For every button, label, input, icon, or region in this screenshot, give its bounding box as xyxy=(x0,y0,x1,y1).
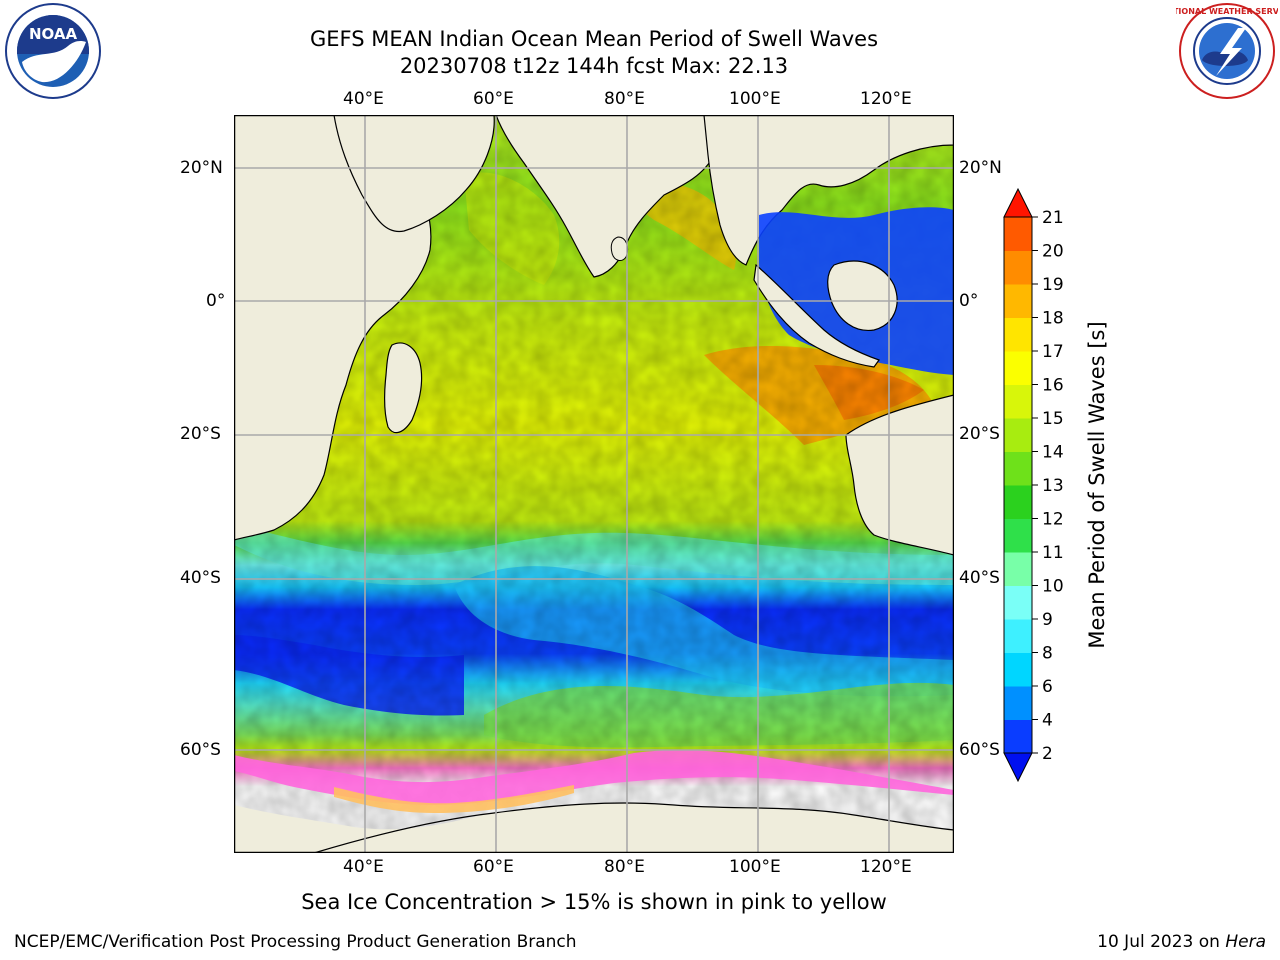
colorbar-tick-label: 8 xyxy=(1042,644,1053,664)
lon-label-top-120e: 120°E xyxy=(860,89,912,109)
se-asia-land xyxy=(703,115,954,266)
nws-logo-icon: NATIONAL WEATHER SERVICE xyxy=(1161,2,1280,100)
colorbar-segment xyxy=(1004,585,1032,620)
colorbar-segment xyxy=(1004,384,1032,419)
footer-date-text: 10 Jul 2023 on xyxy=(1097,932,1226,952)
colorbar-segment xyxy=(1004,284,1032,318)
colorbar-tick-label: 16 xyxy=(1042,376,1064,396)
colorbar-tick-label: 17 xyxy=(1042,342,1064,362)
sea-ice-caption: Sea Ice Concentration > 15% is shown in … xyxy=(301,890,887,914)
lat-label-left-20n: 20°N xyxy=(180,158,223,178)
colorbar-tick-label: 14 xyxy=(1042,443,1064,463)
lat-label-right-20s: 20°S xyxy=(959,424,1000,444)
sea-ice-band xyxy=(234,750,954,805)
colorbar-tick-label: 18 xyxy=(1042,309,1064,329)
colorbar-tick-label: 13 xyxy=(1042,476,1064,496)
madagascar-land xyxy=(384,342,423,434)
map-frame xyxy=(233,114,955,854)
colorbar-segment xyxy=(1004,351,1032,385)
colorbar: 2 4 6 8 9 10 11 12 13 14 15 16 17 18 19 20 21 xyxy=(994,185,1094,785)
colorbar-tick-label: 12 xyxy=(1042,510,1064,530)
noaa-logo-icon: NOAA xyxy=(2,2,104,100)
lat-label-right-60s: 60°S xyxy=(959,740,1000,760)
graticule xyxy=(234,115,954,853)
map-title: GEFS MEAN Indian Ocean Mean Period of Sw… xyxy=(309,27,879,51)
colorbar-segment xyxy=(1004,485,1032,519)
lon-label-bottom-40e: 40°E xyxy=(343,857,384,877)
colorbar-tick-label: 2 xyxy=(1042,744,1053,764)
lon-label-bottom-60e: 60°E xyxy=(473,857,514,877)
swell-period-map xyxy=(233,114,955,854)
lat-label-right-40s: 40°S xyxy=(959,568,1000,588)
colorbar-segment xyxy=(1004,719,1032,754)
colorbar-segment xyxy=(1004,317,1032,352)
footer-credit: NCEP/EMC/Verification Post Processing Pr… xyxy=(14,932,577,952)
lon-label-top-100e: 100°E xyxy=(729,89,781,109)
colorbar-extend-over xyxy=(1003,187,1033,218)
colorbar-tick-label: 4 xyxy=(1042,711,1053,731)
lon-label-top-60e: 60°E xyxy=(473,89,514,109)
noaa-logo-text: NOAA xyxy=(29,25,78,43)
lat-label-left-40s: 40°S xyxy=(180,568,221,588)
colorbar-segment xyxy=(1004,250,1032,285)
colorbar-tick-label: 15 xyxy=(1042,409,1064,429)
colorbar-tick-label: 11 xyxy=(1042,543,1064,563)
footer-date: 10 Jul 2023 on Hera xyxy=(1097,932,1266,952)
colorbar-segment xyxy=(1004,418,1032,452)
lon-label-bottom-80e: 80°E xyxy=(604,857,645,877)
lon-label-top-40e: 40°E xyxy=(343,89,384,109)
colorbar-segment xyxy=(1004,451,1032,486)
nws-logo-text: NATIONAL WEATHER SERVICE xyxy=(1176,7,1278,16)
colorbar-tick-label: 9 xyxy=(1042,610,1053,630)
colorbar-segment xyxy=(1004,686,1032,720)
colorbar-tick-label: 10 xyxy=(1042,577,1064,597)
colorbar-extend-under xyxy=(1003,752,1033,783)
lat-label-right-0: 0° xyxy=(959,291,979,311)
colorbar-tick-label: 21 xyxy=(1042,208,1064,228)
colorbar-segment xyxy=(1004,217,1032,251)
lon-label-top-80e: 80°E xyxy=(604,89,645,109)
lon-label-bottom-120e: 120°E xyxy=(860,857,912,877)
lat-label-left-60s: 60°S xyxy=(180,740,221,760)
lon-label-bottom-100e: 100°E xyxy=(729,857,781,877)
sumatra-java-land xyxy=(753,263,880,368)
lat-label-left-0: 0° xyxy=(206,291,226,311)
colorbar-tick-label: 19 xyxy=(1042,275,1064,295)
borneo-land xyxy=(827,260,898,331)
lat-label-right-20n: 20°N xyxy=(959,158,1002,178)
map-subtitle: 20230708 t12z 144h fcst Max: 22.13 xyxy=(399,54,789,78)
colorbar-segment xyxy=(1004,552,1032,586)
antarctica-land xyxy=(234,802,954,853)
india-land xyxy=(495,115,715,278)
colorbar-segment xyxy=(1004,518,1032,553)
colorbar-title: Mean Period of Swell Waves [s] xyxy=(1085,321,1109,649)
lat-label-left-20s: 20°S xyxy=(180,424,221,444)
arabia-land xyxy=(333,115,495,233)
colorbar-segment xyxy=(1004,652,1032,687)
colorbar-segment xyxy=(1004,619,1032,653)
footer-machine: Hera xyxy=(1225,932,1266,952)
colorbar-tick-label: 20 xyxy=(1042,242,1064,262)
colorbar-tick-label: 6 xyxy=(1042,677,1053,697)
